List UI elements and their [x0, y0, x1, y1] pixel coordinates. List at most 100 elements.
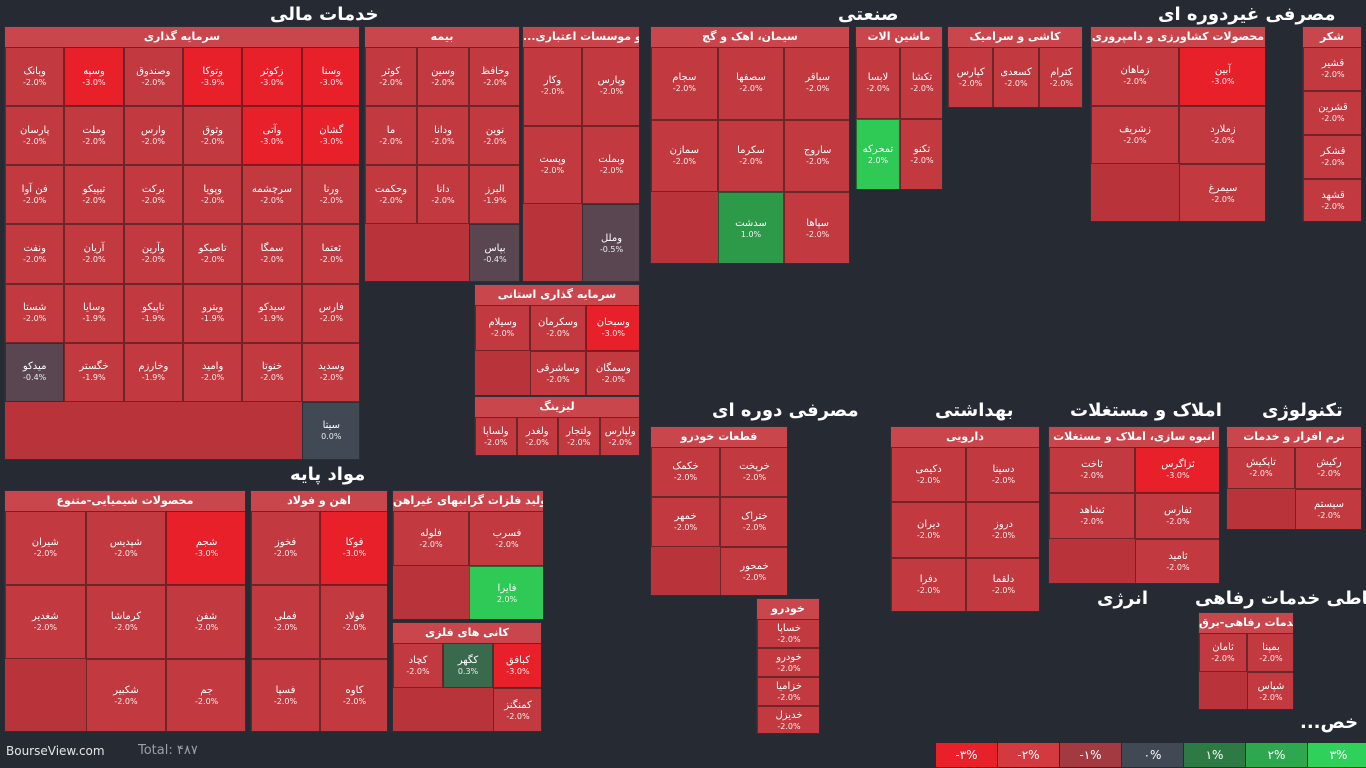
stock-tile[interactable]: تاپیکو -1.9%	[123, 283, 183, 343]
stock-tile[interactable]: وخارزم -1.9%	[123, 342, 183, 402]
stock-tile[interactable]: وسدید -2.0%	[301, 342, 359, 402]
stock-tile[interactable]: کپارس -2.0%	[948, 47, 994, 107]
stock-tile[interactable]: وتوکا -3.9%	[183, 47, 243, 107]
stock-tile[interactable]: بمپنا -2.0%	[1247, 633, 1293, 672]
stock-tile[interactable]: قشرین -2.0%	[1303, 91, 1361, 135]
stock-tile[interactable]: سجام -2.0%	[651, 47, 718, 120]
stock-tile[interactable]: شغدیر -2.0%	[5, 585, 86, 659]
stock-tile[interactable]: سپاها -2.0%	[784, 192, 849, 263]
stock-tile[interactable]: وثوق -2.0%	[183, 106, 243, 166]
stock-tile[interactable]: ثعتما -2.0%	[301, 224, 359, 284]
industry-block[interactable]: سرمایه گذاری استانی وسبحان -3.0% وسکرمان -2.…	[474, 284, 640, 396]
stock-tile[interactable]: ولتجار -2.0%	[558, 417, 600, 455]
stock-tile[interactable]: سصفها -2.0%	[717, 47, 785, 120]
stock-tile[interactable]: بپاس -0.4%	[469, 224, 519, 281]
stock-tile[interactable]: تکشا -2.0%	[900, 47, 942, 119]
stock-tile[interactable]: زشریف -2.0%	[1091, 105, 1179, 165]
stock-tile[interactable]: وپست -2.0%	[523, 125, 582, 205]
stock-tile[interactable]: خنوتا -2.0%	[242, 342, 302, 402]
stock-tile[interactable]: شیران -2.0%	[5, 511, 86, 585]
stock-tile[interactable]: کچاد -2.0%	[393, 643, 443, 688]
stock-tile[interactable]: خزامیا -2.0%	[757, 677, 819, 706]
stock-tile[interactable]: وسیلام -2.0%	[475, 305, 531, 351]
stock-tile[interactable]: وسکرمان -2.0%	[530, 305, 586, 351]
stock-tile[interactable]: وارس -2.0%	[123, 106, 183, 166]
stock-tile[interactable]: خریخت -2.0%	[720, 447, 787, 497]
stock-tile[interactable]: ولپارس -2.0%	[599, 417, 639, 455]
stock-tile[interactable]: وملت -2.0%	[64, 106, 124, 166]
industry-block[interactable]: کانی های فلزی کبافق -3.0% کگهر 0.3% کچاد -2.0%…	[392, 622, 542, 732]
stock-tile[interactable]: خمهر -2.0%	[651, 497, 720, 547]
industry-block[interactable]: ماشین الات تکشا -2.0% لابسا -2.0% تکنو -2.0% تم…	[855, 26, 943, 190]
stock-tile[interactable]: زماهان -2.0%	[1091, 47, 1179, 106]
stock-tile[interactable]: تاپکیش -2.0%	[1227, 447, 1295, 489]
stock-tile[interactable]: ثامید -2.0%	[1135, 539, 1219, 583]
stock-tile[interactable]: وساشرقی -2.0%	[530, 351, 586, 395]
stock-tile[interactable]: وآتی -3.0%	[242, 106, 302, 166]
industry-block[interactable]: تولید فلزات گرانبهای غیراهن فسرب -2.0% فلول…	[392, 490, 544, 620]
stock-tile[interactable]: سیستم -2.0%	[1295, 489, 1361, 529]
stock-tile[interactable]: تاصیکو -2.0%	[183, 224, 243, 284]
stock-tile[interactable]: خگستر -1.9%	[64, 342, 124, 402]
industry-block[interactable]: محصولات کشاورزی و دامپروری آبین -3.0% زماها…	[1090, 26, 1266, 222]
stock-tile[interactable]: ما -2.0%	[365, 106, 417, 165]
brand-label[interactable]: BourseView.com	[6, 744, 105, 758]
stock-tile[interactable]: فلوله -2.0%	[393, 511, 469, 566]
stock-tile[interactable]: سکرما -2.0%	[717, 119, 785, 193]
stock-tile[interactable]: کسعدی -2.0%	[993, 47, 1039, 107]
stock-tile[interactable]: وبانک -2.0%	[5, 47, 65, 107]
stock-tile[interactable]: ولساپا -2.0%	[475, 417, 517, 455]
stock-tile[interactable]: وپارس -2.0%	[582, 47, 639, 126]
stock-tile[interactable]: فخوز -2.0%	[251, 511, 320, 585]
stock-tile[interactable]: سدشت 1.0%	[717, 192, 785, 263]
stock-tile[interactable]: دانا -2.0%	[417, 165, 469, 224]
stock-tile[interactable]: قشکر -2.0%	[1303, 135, 1361, 179]
stock-tile[interactable]: آبین -3.0%	[1179, 47, 1265, 106]
stock-tile[interactable]: کترام -2.0%	[1038, 47, 1082, 107]
stock-tile[interactable]: ولغدر -2.0%	[516, 417, 558, 455]
stock-tile[interactable]: تیپیکو -2.0%	[64, 165, 124, 225]
industry-block[interactable]: شکر قشیر -2.0% قشرین -2.0% قشکر -2.0% قشهد -2.0%	[1302, 26, 1362, 222]
industry-block[interactable]: خدمات رفاهی-برق بمپنا -2.0% ثامان -2.0% شپاس -…	[1198, 612, 1294, 710]
industry-block[interactable]: بیمه وحافظ -2.0% وسین -2.0% کوثر -2.0% نوین -2.0…	[364, 26, 520, 282]
stock-tile[interactable]: ساروج -2.0%	[784, 119, 849, 193]
stock-tile[interactable]: ثامان -2.0%	[1199, 633, 1247, 672]
stock-tile[interactable]: خمحور -2.0%	[720, 547, 787, 595]
stock-tile[interactable]: سیتا 0.0%	[301, 401, 359, 459]
stock-tile[interactable]: کرماشا -2.0%	[85, 585, 167, 659]
stock-tile[interactable]: وحافظ -2.0%	[469, 47, 519, 106]
stock-tile[interactable]: ختراک -2.0%	[720, 497, 787, 547]
stock-tile[interactable]: وبملت -2.0%	[582, 125, 639, 205]
stock-tile[interactable]: زملارد -2.0%	[1179, 105, 1265, 165]
stock-tile[interactable]: ثاخت -2.0%	[1049, 447, 1135, 493]
stock-tile[interactable]: ورنا -2.0%	[301, 165, 359, 225]
stock-tile[interactable]: سمگا -2.0%	[242, 224, 302, 284]
stock-tile[interactable]: تکنو -2.0%	[900, 119, 942, 189]
stock-tile[interactable]: دسینا -2.0%	[966, 447, 1039, 503]
stock-tile[interactable]: کاوه -2.0%	[320, 659, 387, 731]
stock-tile[interactable]: برکت -2.0%	[123, 165, 183, 225]
industry-block[interactable]: نرم افزار و خدمات رکیش -2.0% تاپکیش -2.0% سیس…	[1226, 426, 1362, 530]
stock-tile[interactable]: سمازن -2.0%	[651, 119, 718, 193]
industry-block[interactable]: انبوه سازی، املاک و مستغلات ثزاگرس -3.0% ثا…	[1048, 426, 1220, 584]
stock-tile[interactable]: دفرا -2.0%	[891, 557, 966, 611]
stock-tile[interactable]: سیدکو -1.9%	[242, 283, 302, 343]
stock-tile[interactable]: وسمگان -2.0%	[585, 351, 639, 395]
stock-tile[interactable]: نوین -2.0%	[469, 106, 519, 165]
stock-tile[interactable]: کگهر 0.3%	[443, 643, 493, 688]
industry-block[interactable]: محصولات شیمیایی-متنوع شجم -3.0% شپدیس -2.0% ش…	[4, 490, 246, 732]
industry-block[interactable]: سیمان، اهک و گچ سباقر -2.0% سصفها -2.0% سجام -…	[650, 26, 850, 264]
stock-tile[interactable]: البرز -1.9%	[469, 165, 519, 224]
stock-tile[interactable]: وکار -2.0%	[523, 47, 582, 126]
stock-tile[interactable]: ثشاهد -2.0%	[1049, 493, 1135, 539]
stock-tile[interactable]: ثفارس -2.0%	[1135, 493, 1219, 539]
stock-tile[interactable]: فولاد -2.0%	[320, 585, 387, 659]
stock-tile[interactable]: خدیزل -2.0%	[757, 706, 819, 733]
stock-tile[interactable]: دروز -2.0%	[966, 502, 1039, 558]
industry-block[interactable]: ...و موسسات اعتباری وپارس -2.0% وکار -2.0% وب…	[522, 26, 640, 282]
industry-block[interactable]: دارویی دسینا -2.0% دکیمی -2.0% دروز -2.0% دیران…	[890, 426, 1040, 612]
stock-tile[interactable]: دکیمی -2.0%	[891, 447, 966, 503]
stock-tile[interactable]: جم -2.0%	[166, 659, 245, 731]
industry-block[interactable]: سرمایه گذاری وسنا -3.0% زکوثر -3.0% وتوکا -3.9…	[4, 26, 360, 460]
stock-tile[interactable]: فن آوا -2.0%	[5, 165, 65, 225]
